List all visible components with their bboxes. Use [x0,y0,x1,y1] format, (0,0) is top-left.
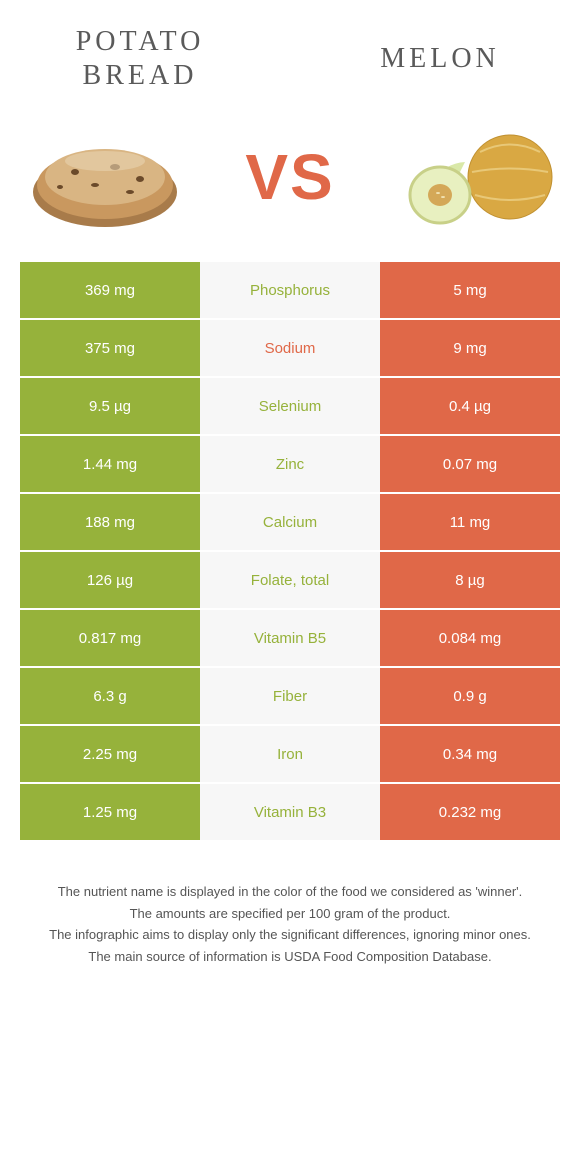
nutrient-name-cell: Vitamin B5 [200,610,380,668]
table-row: 369 mgPhosphorus5 mg [20,262,560,320]
table-row: 1.44 mgZinc0.07 mg [20,436,560,494]
title-row: POTATO BREAD MELON [0,0,580,102]
right-value-cell: 0.07 mg [380,436,560,494]
right-food-image [390,112,560,242]
nutrient-name-cell: Sodium [200,320,380,378]
footer-line-3: The infographic aims to display only the… [30,925,550,945]
infographic-container: POTATO BREAD MELON VS [0,0,580,998]
potato-bread-icon [20,117,190,237]
table-row: 188 mgCalcium11 mg [20,494,560,552]
left-food-image [20,112,190,242]
nutrient-name-cell: Calcium [200,494,380,552]
table-row: 1.25 mgVitamin B30.232 mg [20,784,560,842]
table-row: 0.817 mgVitamin B50.084 mg [20,610,560,668]
right-value-cell: 9 mg [380,320,560,378]
footer-line-1: The nutrient name is displayed in the co… [30,882,550,902]
left-value-cell: 188 mg [20,494,200,552]
right-food-title: MELON [340,42,540,76]
left-food-title: POTATO BREAD [40,25,240,92]
left-value-cell: 1.44 mg [20,436,200,494]
left-value-cell: 9.5 µg [20,378,200,436]
footer-notes: The nutrient name is displayed in the co… [20,882,560,998]
nutrient-name-cell: Phosphorus [200,262,380,320]
footer-line-4: The main source of information is USDA F… [30,947,550,967]
left-value-cell: 6.3 g [20,668,200,726]
right-value-cell: 8 µg [380,552,560,610]
right-value-cell: 0.34 mg [380,726,560,784]
left-value-cell: 0.817 mg [20,610,200,668]
table-row: 375 mgSodium9 mg [20,320,560,378]
table-row: 9.5 µgSelenium0.4 µg [20,378,560,436]
right-value-cell: 5 mg [380,262,560,320]
left-value-cell: 369 mg [20,262,200,320]
right-value-cell: 0.084 mg [380,610,560,668]
footer-line-2: The amounts are specified per 100 gram o… [30,904,550,924]
vs-label: VS [245,140,334,214]
nutrient-name-cell: Selenium [200,378,380,436]
left-value-cell: 2.25 mg [20,726,200,784]
nutrient-name-cell: Iron [200,726,380,784]
table-row: 6.3 gFiber0.9 g [20,668,560,726]
left-value-cell: 375 mg [20,320,200,378]
nutrient-name-cell: Fiber [200,668,380,726]
right-value-cell: 0.9 g [380,668,560,726]
nutrient-name-cell: Zinc [200,436,380,494]
right-value-cell: 0.4 µg [380,378,560,436]
right-value-cell: 0.232 mg [380,784,560,842]
comparison-table: 369 mgPhosphorus5 mg375 mgSodium9 mg9.5 … [20,262,560,842]
left-value-cell: 1.25 mg [20,784,200,842]
table-row: 2.25 mgIron0.34 mg [20,726,560,784]
nutrient-name-cell: Folate, total [200,552,380,610]
melon-icon [390,117,560,237]
image-row: VS [0,102,580,262]
table-row: 126 µgFolate, total8 µg [20,552,560,610]
right-value-cell: 11 mg [380,494,560,552]
left-value-cell: 126 µg [20,552,200,610]
nutrient-name-cell: Vitamin B3 [200,784,380,842]
